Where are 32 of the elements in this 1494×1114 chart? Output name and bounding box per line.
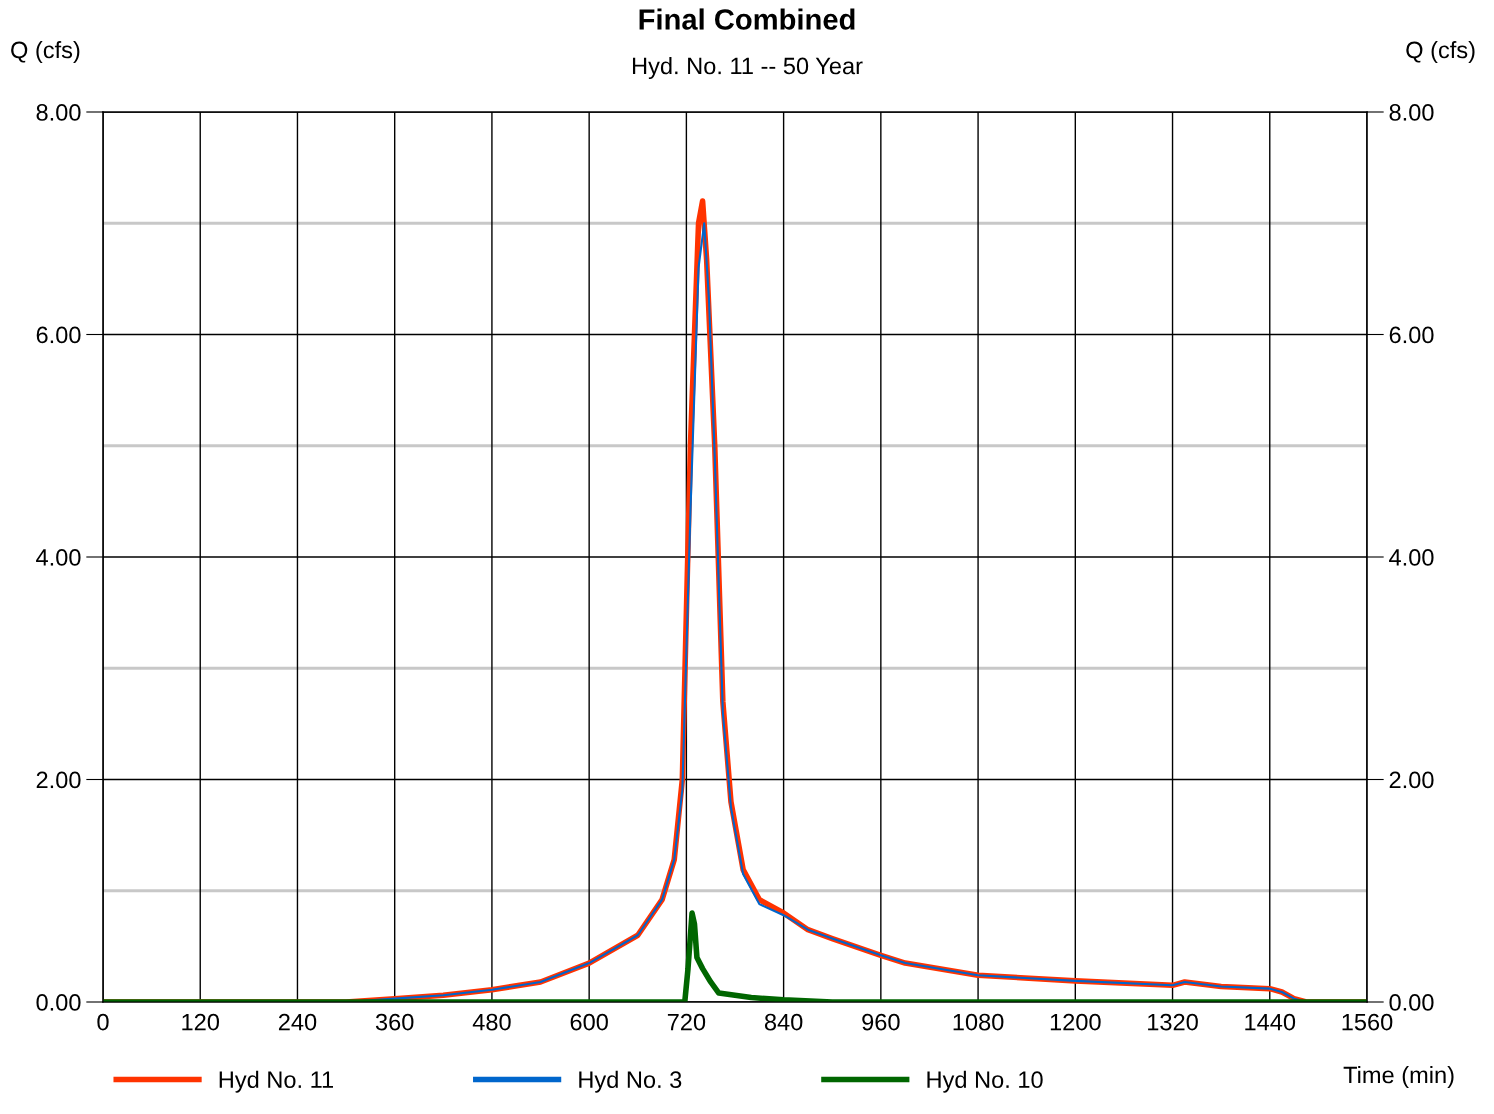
legend-label: Hyd No. 11 — [219, 1070, 333, 1093]
x-tick-label: 840 — [764, 1013, 803, 1031]
y2-tick-label: 8.00 — [1389, 104, 1434, 121]
x-tick-label: 120 — [182, 1013, 220, 1031]
chart-title: Final Combined — [639, 8, 855, 30]
x-axis-title: Time (min) — [1343, 1065, 1454, 1088]
y2-tick-label: 4.00 — [1389, 549, 1434, 566]
x-tick-label: 1200 — [1050, 1013, 1101, 1031]
y-tick-label: 4.00 — [36, 549, 81, 566]
x-tick-label: 0 — [97, 1013, 109, 1031]
y2-tick-label: 0.00 — [1389, 994, 1434, 1011]
y-tick-label: 0.00 — [36, 994, 81, 1011]
y2-axis-title: Q (cfs) — [1406, 41, 1475, 63]
legend-label: Hyd No. 10 — [927, 1070, 1043, 1093]
x-tick-label: 240 — [278, 1013, 317, 1031]
y-tick-label: 2.00 — [36, 771, 81, 789]
x-tick-label: 1560 — [1342, 1013, 1393, 1031]
x-tick-label: 480 — [472, 1013, 511, 1031]
x-tick-label: 1320 — [1148, 1013, 1198, 1031]
x-tick-label: 360 — [375, 1013, 414, 1031]
y-tick-label: 8.00 — [36, 104, 81, 121]
y2-tick-label: 6.00 — [1389, 326, 1434, 344]
x-tick-label: 1440 — [1245, 1013, 1296, 1031]
chart-subtitle: Hyd. No. 11 -- 50 Year — [632, 57, 863, 80]
x-tick-label: 600 — [570, 1013, 608, 1031]
x-tick-label: 1080 — [953, 1013, 1004, 1031]
x-tick-label: 960 — [862, 1013, 900, 1031]
legend-label: Hyd No. 3 — [579, 1070, 682, 1093]
y2-tick-label: 2.00 — [1389, 771, 1434, 789]
y-axis-title: Q (cfs) — [11, 41, 80, 63]
y-tick-label: 6.00 — [36, 326, 81, 344]
x-tick-label: 720 — [667, 1013, 706, 1031]
